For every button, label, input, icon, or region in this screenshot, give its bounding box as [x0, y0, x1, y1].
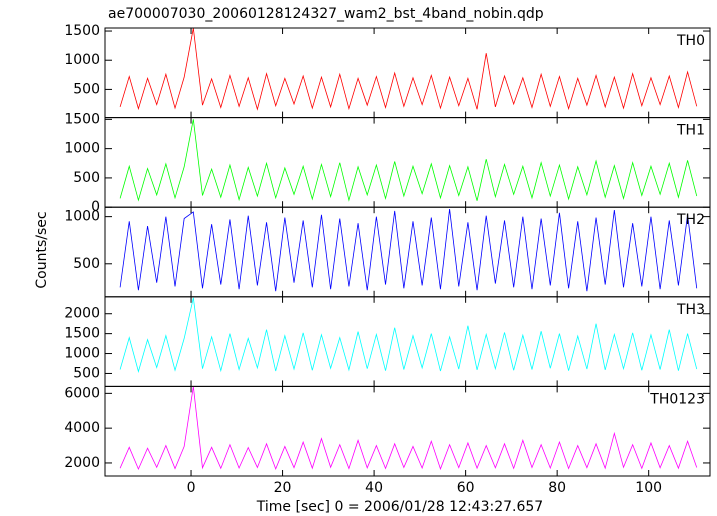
panel-label: TH2: [676, 212, 705, 228]
light-curve: [119, 28, 698, 111]
light-curve: [119, 209, 698, 292]
y-tick-label: 2000: [64, 306, 100, 322]
light-curve: [119, 386, 698, 471]
x-tick-label: 40: [365, 480, 383, 496]
x-axis-label: Time [sec] 0 = 2006/01/28 12:43:27.657: [256, 499, 543, 515]
y-tick-label: 500: [73, 256, 100, 272]
y-axis-label: Counts/sec: [34, 211, 50, 288]
x-tick-label: 0: [187, 480, 196, 496]
chart-title: ae700007030_20060128124327_wam2_bst_4ban…: [108, 6, 544, 22]
light-curve: [119, 119, 698, 202]
panel-frame: [104, 385, 711, 477]
panel-label: TH0123: [649, 391, 705, 407]
y-tick-label: 6000: [64, 385, 100, 401]
light-curve: [119, 297, 698, 373]
x-tick-label: 20: [274, 480, 292, 496]
y-tick-label: 2000: [64, 455, 100, 471]
y-tick-label: 500: [73, 365, 100, 381]
x-tick-label: 80: [548, 480, 566, 496]
x-tick-label: 100: [635, 480, 662, 496]
panel-label: TH1: [676, 123, 705, 139]
y-tick-label: 1000: [64, 209, 100, 225]
y-tick-label: 1500: [64, 326, 100, 342]
y-tick-label: 1500: [64, 111, 100, 127]
y-tick-label: 1000: [64, 52, 100, 68]
y-tick-label: 500: [73, 170, 100, 186]
y-tick-label: 1500: [64, 23, 100, 39]
y-tick-label: 1000: [64, 346, 100, 362]
panel-label: TH3: [676, 302, 705, 318]
x-tick-label: 60: [457, 480, 475, 496]
y-tick-label: 500: [73, 81, 100, 97]
panel-label: TH0: [676, 33, 705, 49]
y-tick-label: 0: [91, 199, 100, 215]
y-tick-label: 1000: [64, 141, 100, 157]
y-tick-label: 4000: [64, 420, 100, 436]
